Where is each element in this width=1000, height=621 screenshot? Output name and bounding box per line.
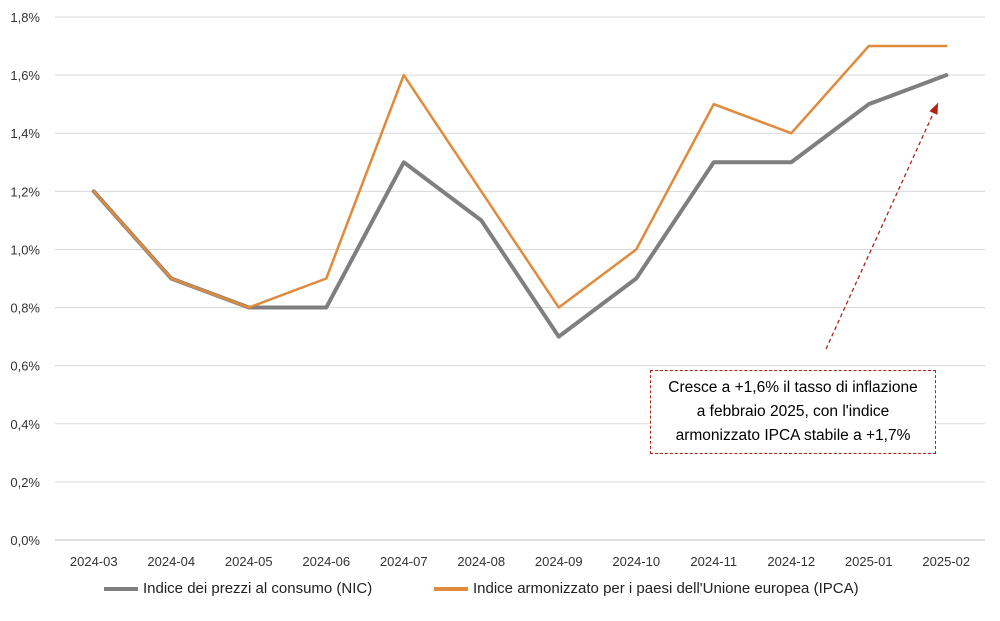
x-tick-label: 2024-05 — [225, 554, 273, 569]
x-tick-label: 2024-08 — [457, 554, 505, 569]
arrow-head-icon — [929, 103, 938, 115]
x-tick-label: 2024-11 — [690, 554, 737, 569]
y-tick-label: 0,6% — [10, 359, 40, 374]
x-tick-label: 2025-02 — [922, 554, 970, 569]
annotation-arrow — [825, 102, 939, 350]
x-tick-label: 2024-04 — [147, 554, 195, 569]
arrow-line — [825, 102, 939, 350]
x-tick-label: 2024-10 — [612, 554, 660, 569]
x-axis-tick-labels: 2024-03 2024-04 2024-05 2024-06 2024-07 2024-… — [70, 554, 970, 569]
x-tick-label: 2024-06 — [302, 554, 350, 569]
y-axis-tick-labels: 0,0% 0,2% 0,4% 0,6% 0,8% 1,0% 1,2% 1,4% 1,6% 1,8% — [10, 10, 40, 548]
x-tick-label: 2024-07 — [380, 554, 428, 569]
legend-label-nic: Indice dei prezzi al consumo (NIC) — [143, 580, 373, 597]
x-tick-label: 2024-09 — [535, 554, 583, 569]
annotation-box: Cresce a +1,6% il tasso di inflazione a … — [650, 370, 936, 454]
y-tick-label: 0,4% — [10, 417, 40, 432]
series-line-ipca — [92, 44, 948, 309]
y-tick-label: 1,2% — [10, 184, 40, 199]
y-tick-label: 0,2% — [10, 475, 40, 490]
y-tick-label: 1,6% — [10, 68, 40, 83]
y-tick-label: 0,8% — [10, 301, 40, 316]
x-tick-label: 2024-12 — [767, 554, 815, 569]
y-tick-label: 1,0% — [10, 242, 40, 257]
y-tick-label: 1,4% — [10, 126, 40, 141]
legend: Indice dei prezzi al consumo (NIC) Indic… — [0, 580, 1000, 606]
series-lines — [91, 44, 949, 339]
legend-item-nic: Indice dei prezzi al consumo (NIC) — [104, 580, 372, 597]
x-tick-label: 2024-03 — [70, 554, 118, 569]
legend-label-ipca: Indice armonizzato per i paesi dell'Unio… — [473, 580, 859, 597]
y-tick-label: 1,8% — [10, 10, 40, 25]
legend-item-ipca: Indice armonizzato per i paesi dell'Unio… — [434, 580, 859, 597]
legend-swatch-ipca — [434, 586, 468, 591]
annotation-text: Cresce a +1,6% il tasso di inflazione a … — [668, 379, 918, 444]
x-tick-label: 2025-01 — [845, 554, 893, 569]
legend-swatch-nic — [104, 586, 138, 591]
y-tick-label: 0,0% — [10, 533, 40, 548]
